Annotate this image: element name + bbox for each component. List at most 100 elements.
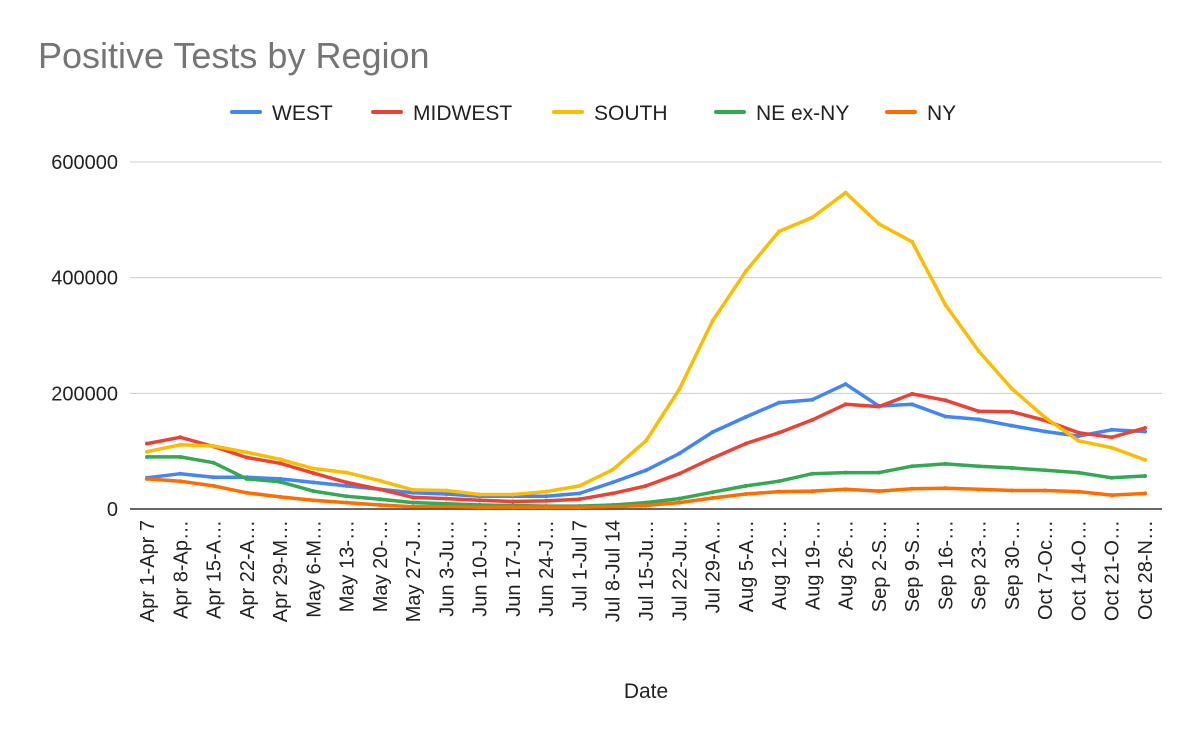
- series-group: [145, 190, 1147, 510]
- legend-label: NY: [927, 102, 956, 125]
- x-tick-label: Jun 24-J…: [536, 520, 558, 617]
- data-point: [644, 468, 648, 473]
- grid: [130, 161, 1162, 510]
- data-point: [943, 398, 948, 403]
- data-point: [344, 470, 349, 475]
- data-point: [377, 478, 382, 483]
- data-point: [843, 470, 848, 475]
- data-point: [145, 476, 149, 481]
- data-point: [777, 400, 782, 405]
- x-tick-label: Sep 30-…: [1002, 520, 1024, 610]
- data-point: [1009, 386, 1014, 391]
- data-point: [577, 497, 582, 502]
- data-point: [577, 483, 582, 488]
- data-point: [876, 404, 881, 409]
- data-point: [810, 489, 815, 494]
- data-point: [411, 504, 416, 509]
- data-point: [976, 349, 981, 354]
- data-point: [411, 500, 416, 505]
- data-point: [444, 504, 449, 509]
- x-tick-label: Oct 14-O…: [1068, 520, 1090, 621]
- data-point: [178, 442, 183, 447]
- data-point: [843, 382, 848, 387]
- data-point: [244, 476, 249, 481]
- data-point: [610, 504, 615, 509]
- x-tick-label: Jul 8-Jul 14: [603, 520, 625, 622]
- x-tick-label: Sep 9-S…: [902, 520, 924, 612]
- data-point: [1076, 470, 1081, 475]
- data-point: [1143, 474, 1147, 479]
- legend-label: WEST: [272, 102, 333, 125]
- data-point: [710, 319, 715, 324]
- legend-label: MIDWEST: [413, 102, 512, 125]
- data-point: [644, 500, 648, 505]
- data-point: [810, 215, 815, 220]
- x-tick-label: Aug 19-…: [802, 520, 824, 610]
- data-point: [411, 495, 416, 500]
- data-point: [344, 494, 349, 499]
- data-point: [1076, 438, 1081, 443]
- data-point: [1076, 430, 1081, 435]
- data-point: [910, 402, 915, 407]
- x-axis: Apr 1-Apr 7 Apr 8-Ap… Apr 15-A… Apr 22-A… Ap…: [137, 520, 1157, 622]
- data-point: [178, 479, 183, 484]
- data-point: [1043, 415, 1048, 420]
- data-point: [1109, 427, 1114, 432]
- x-tick-label: Apr 22-A…: [237, 520, 259, 619]
- series-line-south: [145, 190, 1147, 497]
- data-point: [876, 489, 881, 494]
- data-point: [644, 483, 648, 488]
- x-tick-label: Sep 23-…: [969, 520, 991, 610]
- data-point: [444, 488, 449, 493]
- data-point: [710, 430, 715, 435]
- data-point: [910, 486, 915, 491]
- data-point: [876, 470, 881, 475]
- data-point: [610, 491, 615, 496]
- legend-item-ny: NY: [885, 102, 956, 125]
- data-point: [544, 489, 549, 494]
- data-point: [843, 487, 848, 492]
- data-point: [211, 483, 216, 488]
- data-point: [810, 471, 815, 476]
- data-point: [677, 471, 682, 476]
- data-point: [278, 461, 283, 466]
- x-tick-label: Jul 15-Ju…: [636, 520, 658, 621]
- data-point: [211, 460, 216, 465]
- data-point: [510, 499, 515, 504]
- data-point: [743, 415, 748, 420]
- data-point: [910, 239, 915, 244]
- x-tick-label: May 13-…: [337, 520, 359, 612]
- data-point: [743, 483, 748, 488]
- data-point: [943, 302, 948, 307]
- data-point: [377, 487, 382, 492]
- data-point: [743, 441, 748, 446]
- y-tick-label: 0: [107, 499, 118, 521]
- legend-label: SOUTH: [594, 102, 668, 125]
- x-axis-label: Date: [624, 680, 668, 703]
- data-point: [444, 501, 449, 506]
- data-point: [1143, 426, 1147, 431]
- data-point: [1009, 409, 1014, 414]
- data-point: [544, 505, 549, 510]
- data-point: [311, 480, 316, 485]
- data-point: [510, 492, 515, 497]
- data-point: [943, 414, 948, 419]
- data-point: [843, 402, 848, 407]
- data-point: [976, 409, 981, 414]
- data-point: [344, 480, 349, 485]
- x-tick-label: Oct 7-Oc…: [1035, 520, 1057, 620]
- data-point: [244, 490, 249, 495]
- data-point: [477, 505, 482, 510]
- data-point: [510, 505, 515, 510]
- data-point: [178, 471, 183, 476]
- data-point: [1109, 493, 1114, 498]
- data-point: [677, 500, 682, 505]
- data-point: [477, 498, 482, 503]
- data-point: [211, 443, 216, 448]
- x-tick-label: May 20-…: [370, 520, 392, 612]
- x-tick-label: Sep 2-S…: [869, 520, 891, 612]
- legend: WEST MIDWEST SOUTH NE ex-NY NY: [230, 102, 956, 125]
- data-point: [810, 397, 815, 402]
- data-point: [943, 486, 948, 491]
- x-tick-label: Aug 12-…: [769, 520, 791, 610]
